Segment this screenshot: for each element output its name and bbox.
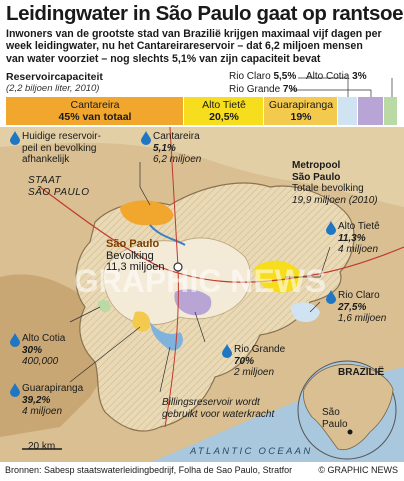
water-drop-icon <box>10 131 20 145</box>
subtitle-line: Inwoners van de grootste stad van Brazil… <box>6 28 382 40</box>
credit: © GRAPHIC NEWS <box>318 465 398 475</box>
inset-country-label: BRAZILIË <box>338 367 385 378</box>
segment-name: Alto Tietê <box>202 99 246 111</box>
bar-alto-cotia <box>384 97 398 125</box>
guarapiranga-reservoir <box>132 311 151 332</box>
bar-rio-claro <box>338 97 358 125</box>
water-drop-icon <box>326 221 336 235</box>
cantareira-reservoir <box>120 200 174 226</box>
watermark: GRAPHIC NEWS <box>74 263 326 299</box>
terrain-light <box>0 127 404 207</box>
water-drop-icon <box>222 344 232 358</box>
leader-guarapiranga <box>69 326 141 383</box>
segment-name: Guarapiranga <box>268 99 334 111</box>
label-cantareira: Cantareira 5,1% 6,2 miljoen <box>153 131 202 165</box>
water-drop-icon <box>10 333 20 347</box>
label-billings: Billingsreservoir wordt gebruikt voor wa… <box>162 397 275 420</box>
bar-label-guarapiranga: Guarapiranga 19% <box>264 99 338 123</box>
small-label-rio-claro: Rio Claro 5,5% <box>229 71 297 82</box>
city-marker <box>173 262 183 272</box>
leader-rio-grande <box>194 311 206 343</box>
footer <box>0 462 404 481</box>
rio-claro-reservoir <box>290 302 320 323</box>
bar-label-alto-tiete: Alto Tietê 20,5% <box>184 99 264 123</box>
scale-label: 20 km <box>28 441 56 452</box>
alto-tiete-reservoir <box>254 260 301 293</box>
label-alto-tiete: Alto Tietê 11,3% 4 miljoen <box>338 221 380 255</box>
water-drop-icon <box>326 290 336 304</box>
water-drop-icon <box>10 383 20 397</box>
inset-city-marker <box>347 429 353 435</box>
bar-alto-tiete <box>184 97 264 125</box>
bar-guarapiranga <box>264 97 338 125</box>
leader-alto-cotia <box>69 306 101 323</box>
small-label-alto-cotia: Alto Cotia 3% <box>306 71 367 82</box>
segment-value: 20,5% <box>209 111 239 123</box>
capacity-unit: (2,2 biljoen liter, 2010) <box>6 83 100 94</box>
label-metro: Metropool São Paulo Totale bevolking 19,… <box>292 160 378 206</box>
segment-value: 19% <box>290 111 312 123</box>
road <box>39 186 404 283</box>
alto-cotia-reservoir <box>98 299 111 313</box>
bar-rio-grande <box>358 97 384 125</box>
label-leader-lines <box>290 77 393 97</box>
label-rio-grande: Rio Grande 70% 2 miljoen <box>234 344 286 378</box>
label-rio-claro: Rio Claro 27,5% 1,6 miljoen <box>338 290 387 324</box>
bar-cantareira <box>6 97 184 125</box>
bar-label-cantareira: Cantareira 45% van totaal <box>6 99 184 123</box>
billings-reservoir <box>150 322 183 351</box>
river <box>149 224 186 246</box>
source: Bronnen: Sabesp staatswaterleidingbedrij… <box>5 465 293 475</box>
subtitle-line: van water voorziet – nog slechts 5,1% va… <box>6 52 321 65</box>
leader-cantareira <box>139 162 151 206</box>
leader-rio-claro <box>309 301 321 313</box>
leader-alto-tiete <box>285 246 331 278</box>
water-drop-icon <box>141 131 151 145</box>
subtitle: Inwoners van de grootste stad van Brazil… <box>6 28 400 65</box>
label-city: São Paulo Bevolking 11,3 miljoen <box>106 238 165 273</box>
subtitle-line: week leidingwater, nu het Cantareirarese… <box>6 40 363 53</box>
page-title: Leidingwater in São Paulo gaat op rantso… <box>6 2 404 25</box>
leader-billings <box>159 346 171 393</box>
brazil-shape <box>303 363 394 451</box>
segment-name: Cantareira <box>70 99 120 111</box>
segment-value: 45% van totaal <box>58 111 132 123</box>
map: GRAPHIC NEWS <box>0 127 404 462</box>
label-guarapiranga: Guarapiranga 39,2% 4 miljoen <box>22 383 84 417</box>
state-label: STAAT SÃO PAULO <box>28 175 90 198</box>
inset-city-label: São Paulo <box>322 407 348 430</box>
rio-grande-reservoir <box>174 289 212 316</box>
small-label-rio-grande: Rio Grande 7% <box>229 84 298 95</box>
ocean-label: ATLANTIC OCEAAN <box>190 446 313 457</box>
label-alto-cotia: Alto Cotia 30% 400,000 <box>22 333 66 367</box>
legend-text: Huidige reservoir- peil en bevolking afh… <box>22 131 101 165</box>
capacity-title: Reservoircapaciteit <box>6 71 103 83</box>
